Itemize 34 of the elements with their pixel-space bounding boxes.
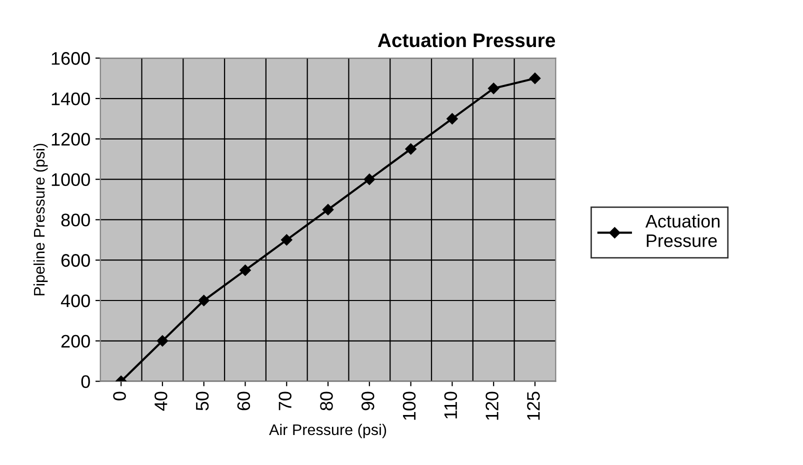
x-tick-label: 100: [402, 392, 416, 420]
point: [405, 143, 416, 155]
chart-title: Actuation Pressure: [378, 32, 556, 48]
x-tick-label: 40: [154, 392, 168, 411]
y-tick-label: 800: [61, 214, 90, 226]
point: [322, 204, 334, 216]
x-tick-label: 125: [527, 392, 540, 420]
point: [240, 264, 251, 276]
y-tick-label: 1400: [52, 92, 90, 106]
y-tick-label: 0: [81, 375, 90, 388]
x-tick-label: 80: [320, 392, 333, 410]
point: [446, 113, 458, 124]
x-tick-label: 110: [444, 392, 458, 418]
x-tick-label: 70: [278, 392, 292, 410]
legend-label: Actuation Pressure: [645, 214, 720, 248]
point: [529, 72, 541, 84]
x-tick-label: 0: [113, 392, 126, 400]
point: [488, 82, 500, 94]
x-tick-label: 120: [486, 392, 498, 420]
y-axis-title: Pipeline Pressure (psi): [33, 144, 48, 296]
x-tick-label: 60: [237, 392, 250, 410]
y-tick-label: 1000: [52, 173, 90, 186]
x-tick-label: 90: [361, 392, 374, 410]
y-tick-label: 1600: [52, 52, 90, 65]
point: [364, 174, 376, 185]
point: [198, 294, 210, 306]
point: [281, 234, 292, 246]
y-tick-label: 600: [61, 254, 90, 267]
y-tick-label: 400: [60, 294, 90, 308]
x-tick-label: 50: [196, 392, 209, 410]
point: [156, 335, 168, 347]
y-tick-label: 1200: [52, 132, 90, 146]
y-tick-label: 200: [61, 334, 90, 348]
x-axis-title: Air Pressure (psi): [269, 424, 386, 438]
